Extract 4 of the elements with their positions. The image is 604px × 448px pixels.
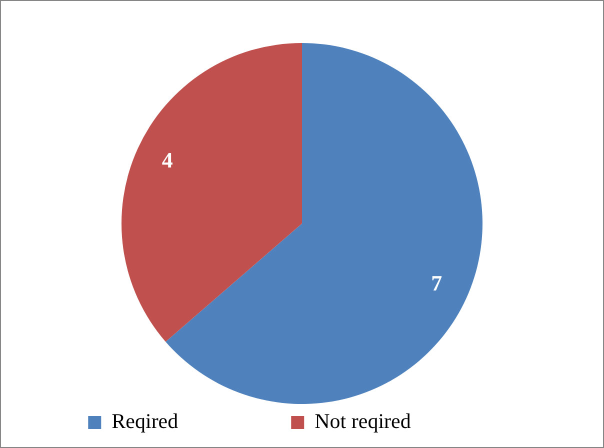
legend-label: Reqired — [112, 409, 284, 434]
data-label: 7 — [431, 270, 442, 296]
data-label: 4 — [162, 148, 173, 173]
legend-label: Not reqired — [314, 409, 516, 434]
